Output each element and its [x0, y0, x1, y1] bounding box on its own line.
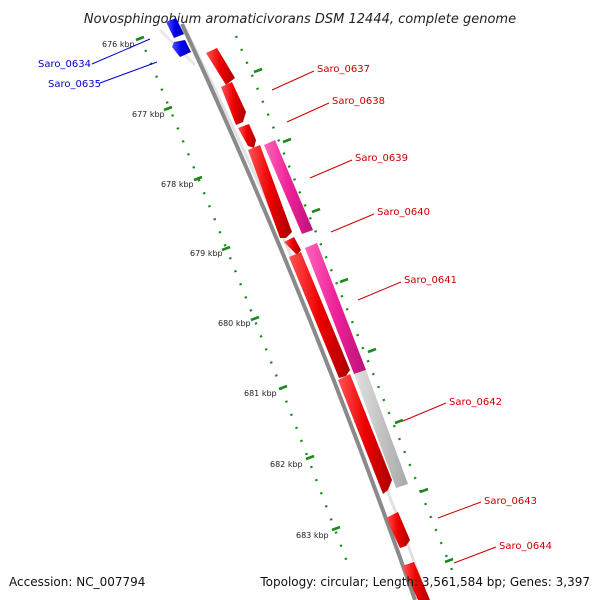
- gene-saro-0635-feature[interactable]: [172, 40, 191, 57]
- kbp-label-677: 677 kbp: [132, 110, 165, 119]
- gene-saro-0642-feature[interactable]: [338, 374, 392, 494]
- genome-title: Novosphingobium aromaticivorans DSM 1244…: [84, 12, 516, 27]
- gene-saro-0637-feature[interactable]: [206, 48, 235, 85]
- genome-stats-text: Topology: circular; Length: 3,561,584 bp…: [259, 575, 590, 589]
- outer-major-ticks: [253, 67, 454, 564]
- kbp-label-683: 683 kbp: [296, 531, 329, 540]
- kbp-label-681: 681 kbp: [244, 389, 277, 398]
- outer-tick-ring: [234, 35, 454, 571]
- gene-label-saro-0635[interactable]: Saro_0635: [48, 79, 101, 90]
- gene-label-saro-0641[interactable]: Saro_0641: [404, 275, 457, 286]
- gene-saro-0638-feature[interactable]: [221, 82, 246, 125]
- gene-saro-0643-feature[interactable]: [386, 512, 410, 548]
- kbp-label-676: 676 kbp: [102, 40, 135, 49]
- gene-saro-0640b-feature[interactable]: [284, 237, 301, 255]
- gene-label-saro-0642[interactable]: Saro_0642: [449, 397, 502, 408]
- gene-saro-0641-highlight[interactable]: [305, 243, 366, 374]
- gene-saro-0639-highlight[interactable]: [264, 140, 313, 234]
- gene-saro-0641-feature[interactable]: [289, 252, 350, 378]
- gene-saro-0644-feature[interactable]: [402, 562, 430, 600]
- kbp-major-ticks: [135, 35, 341, 532]
- gene-saro-0634-feature[interactable]: [166, 18, 184, 38]
- kbp-label-678: 678 kbp: [161, 180, 194, 189]
- gene-label-saro-0643[interactable]: Saro_0643: [484, 496, 537, 507]
- gene-saro-0642-gray[interactable]: [354, 370, 408, 488]
- gene-label-saro-0637[interactable]: Saro_0637: [317, 64, 370, 75]
- kbp-label-679: 679 kbp: [190, 249, 223, 258]
- gene-saro-0640-feature[interactable]: [248, 145, 292, 238]
- kbp-label-682: 682 kbp: [270, 460, 303, 469]
- gene-saro-0639-feature[interactable]: [238, 124, 256, 148]
- gene-label-saro-0640[interactable]: Saro_0640: [377, 207, 430, 218]
- accession-text: Accession: NC_007794: [9, 575, 145, 589]
- genome-backbone: [180, 23, 417, 600]
- kbp-label-680: 680 kbp: [218, 319, 251, 328]
- gene-label-saro-0634[interactable]: Saro_0634: [38, 59, 91, 70]
- gene-label-saro-0638[interactable]: Saro_0638: [332, 96, 385, 107]
- label-leader-lines: [91, 38, 497, 564]
- gene-label-saro-0644[interactable]: Saro_0644: [499, 541, 552, 552]
- gene-label-saro-0639[interactable]: Saro_0639: [355, 153, 408, 164]
